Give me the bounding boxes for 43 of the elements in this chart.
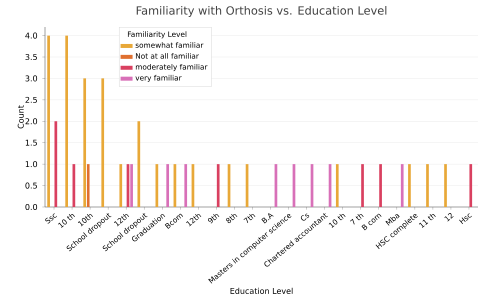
bar [444,164,447,207]
y-tick-label: 1.5 [26,140,37,146]
bar [426,164,429,207]
bar [101,78,104,207]
y-tick-label: 3.0 [26,75,38,82]
bar [192,164,194,207]
bar [274,164,278,207]
y-tick-label: 1.0 [26,161,38,168]
bar [246,164,248,207]
bar [156,164,158,207]
bar [137,121,140,207]
bar [292,164,296,207]
bar [72,164,76,207]
bar [119,164,122,207]
bar [130,164,133,207]
y-axis-title: Count [18,105,24,128]
bar [126,164,130,207]
chart-title: Familiarity with Orthosis vs. Education Level [136,6,386,17]
y-tick-label: 0.0 [25,204,38,210]
x-axis-title: Education Level [230,288,293,294]
bar [83,78,86,207]
bar [47,36,50,207]
bar [216,164,220,207]
y-tick-label: 0.5 [25,182,37,189]
bar [166,164,170,207]
bar [361,164,364,207]
bar [400,164,404,207]
bar [408,164,411,207]
bar [469,164,472,207]
y-tick-label: 2.5 [25,96,37,103]
y-tick-label: 3.5 [26,54,37,60]
bar [310,164,314,207]
bar [336,164,339,207]
bar [379,164,382,207]
bar [184,164,188,207]
y-tick-label: 4.0 [25,32,38,39]
bar [328,164,332,207]
bar [65,36,68,207]
bar [174,164,176,207]
y-tick-label: 2.0 [25,118,38,124]
bar [228,164,230,207]
bar [54,121,58,207]
bar [86,164,90,207]
